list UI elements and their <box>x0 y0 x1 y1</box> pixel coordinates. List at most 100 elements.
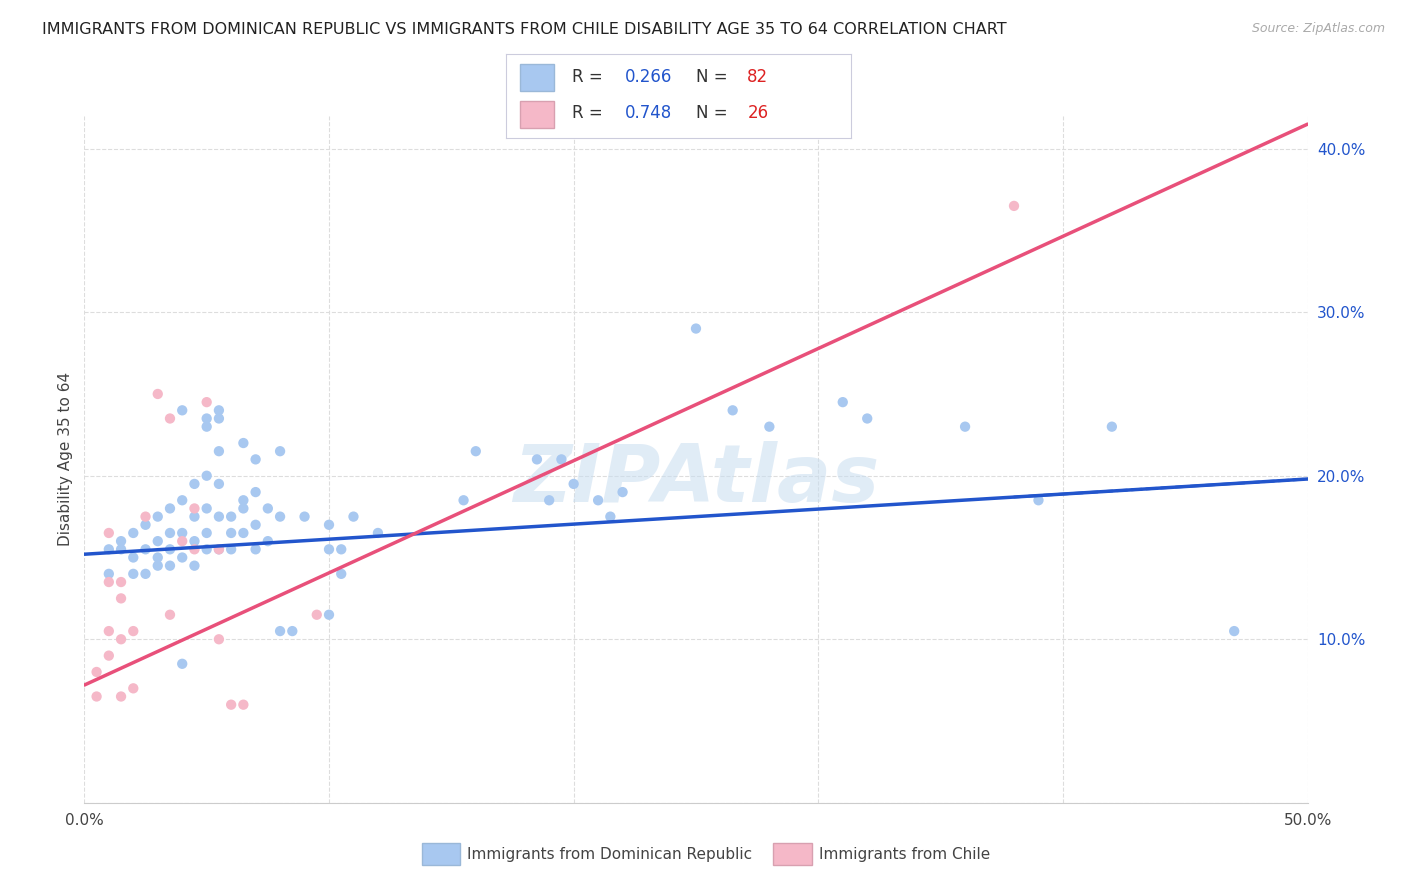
Point <box>159 501 181 516</box>
Point <box>159 607 181 622</box>
Point <box>269 444 291 458</box>
Point <box>232 493 254 508</box>
Point <box>269 624 291 639</box>
Text: 26: 26 <box>748 103 769 122</box>
Point <box>159 542 181 557</box>
Text: Source: ZipAtlas.com: Source: ZipAtlas.com <box>1251 22 1385 36</box>
Point <box>183 477 205 491</box>
Point <box>146 550 169 565</box>
Point <box>305 607 328 622</box>
Point <box>342 509 364 524</box>
Point <box>195 395 218 409</box>
Point <box>159 526 181 541</box>
Point <box>330 542 353 557</box>
Text: 0.748: 0.748 <box>626 103 672 122</box>
Point <box>245 452 267 467</box>
Bar <box>520 63 554 91</box>
Point <box>122 624 145 639</box>
Point <box>183 501 205 516</box>
Text: Immigrants from Chile: Immigrants from Chile <box>820 847 990 862</box>
Point <box>195 526 218 541</box>
Point <box>208 403 231 417</box>
Point <box>257 534 280 549</box>
Point <box>172 534 194 549</box>
Point <box>110 632 132 647</box>
Point <box>208 509 231 524</box>
Point <box>1028 493 1050 508</box>
Point <box>269 509 291 524</box>
Point <box>464 444 486 458</box>
Point <box>562 477 585 491</box>
Point <box>599 509 621 524</box>
Point <box>281 624 304 639</box>
Point <box>953 419 976 434</box>
Point <box>122 681 145 696</box>
Point <box>526 452 548 467</box>
Text: IMMIGRANTS FROM DOMINICAN REPUBLIC VS IMMIGRANTS FROM CHILE DISABILITY AGE 35 TO: IMMIGRANTS FROM DOMINICAN REPUBLIC VS IM… <box>42 22 1007 37</box>
Point <box>1101 419 1123 434</box>
Point <box>318 517 340 532</box>
Point <box>172 550 194 565</box>
Point <box>122 566 145 581</box>
Point <box>86 690 108 704</box>
Point <box>122 526 145 541</box>
Point <box>318 607 340 622</box>
Point <box>758 419 780 434</box>
Point <box>831 395 853 409</box>
Point <box>219 542 242 557</box>
Point <box>219 698 242 712</box>
Point <box>219 509 242 524</box>
Bar <box>520 101 554 128</box>
Point <box>97 575 120 590</box>
Point <box>330 566 353 581</box>
Point <box>183 534 205 549</box>
Text: ZIPAtlas: ZIPAtlas <box>513 441 879 519</box>
Text: R =: R = <box>572 103 607 122</box>
Text: Immigrants from Dominican Republic: Immigrants from Dominican Republic <box>468 847 752 862</box>
Point <box>367 526 389 541</box>
Point <box>208 477 231 491</box>
Point <box>245 485 267 500</box>
Point <box>195 468 218 483</box>
Point <box>219 526 242 541</box>
Point <box>257 501 280 516</box>
Bar <box>773 843 813 865</box>
Point <box>183 542 205 557</box>
Point <box>146 509 169 524</box>
Point <box>97 526 120 541</box>
Point <box>110 534 132 549</box>
Point <box>232 526 254 541</box>
Point <box>183 509 205 524</box>
Point <box>195 411 218 425</box>
Text: 82: 82 <box>748 69 769 87</box>
Point <box>453 493 475 508</box>
Point <box>208 632 231 647</box>
Point <box>245 542 267 557</box>
Point <box>195 501 218 516</box>
Point <box>318 542 340 557</box>
Point <box>86 665 108 679</box>
Point <box>146 534 169 549</box>
Point <box>110 542 132 557</box>
Point <box>195 419 218 434</box>
Point <box>612 485 634 500</box>
Point <box>1223 624 1246 639</box>
Point <box>97 648 120 663</box>
Point <box>135 566 157 581</box>
Point <box>856 411 879 425</box>
Point <box>208 542 231 557</box>
Point <box>586 493 609 508</box>
Text: R =: R = <box>572 69 607 87</box>
Point <box>208 444 231 458</box>
Point <box>685 321 707 335</box>
Point <box>721 403 744 417</box>
Point <box>232 501 254 516</box>
Point <box>232 436 254 450</box>
Point <box>538 493 561 508</box>
Point <box>97 542 120 557</box>
Point <box>135 517 157 532</box>
Point <box>172 493 194 508</box>
Text: 0.266: 0.266 <box>626 69 672 87</box>
Point <box>208 542 231 557</box>
Point <box>135 542 157 557</box>
